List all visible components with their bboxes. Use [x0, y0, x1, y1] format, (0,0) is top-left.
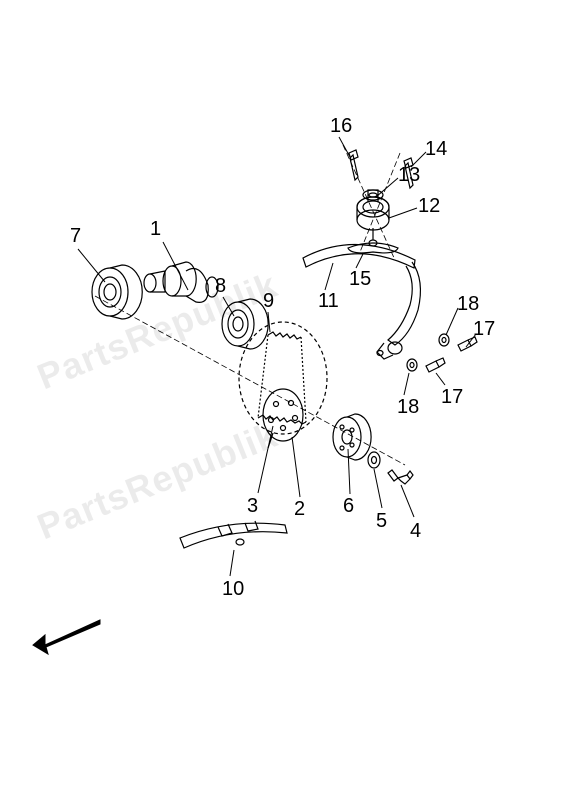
exploded-diagram: PartsRepublik PartsRepublik	[0, 0, 580, 800]
callout-9: 9	[263, 290, 274, 313]
callout-5: 5	[376, 510, 387, 533]
leader-lines	[0, 0, 580, 800]
callout-15: 15	[349, 268, 371, 291]
callout-17: 17	[441, 386, 463, 409]
callout-4: 4	[410, 520, 421, 543]
callout-18: 18	[457, 293, 479, 316]
callout-18: 18	[397, 396, 419, 419]
callout-3: 3	[247, 495, 258, 518]
direction-arrow-icon	[30, 610, 110, 660]
callout-10: 10	[222, 578, 244, 601]
callout-11: 11	[318, 290, 339, 313]
callout-16: 16	[330, 115, 352, 138]
callout-14: 14	[425, 138, 447, 161]
callout-8: 8	[215, 275, 226, 298]
callout-6: 6	[343, 495, 354, 518]
callout-7: 7	[70, 225, 81, 248]
callout-13: 13	[398, 164, 420, 187]
callout-1: 1	[150, 218, 161, 241]
callout-12: 12	[418, 195, 440, 218]
callout-17: 17	[473, 318, 495, 341]
callout-2: 2	[294, 498, 305, 521]
